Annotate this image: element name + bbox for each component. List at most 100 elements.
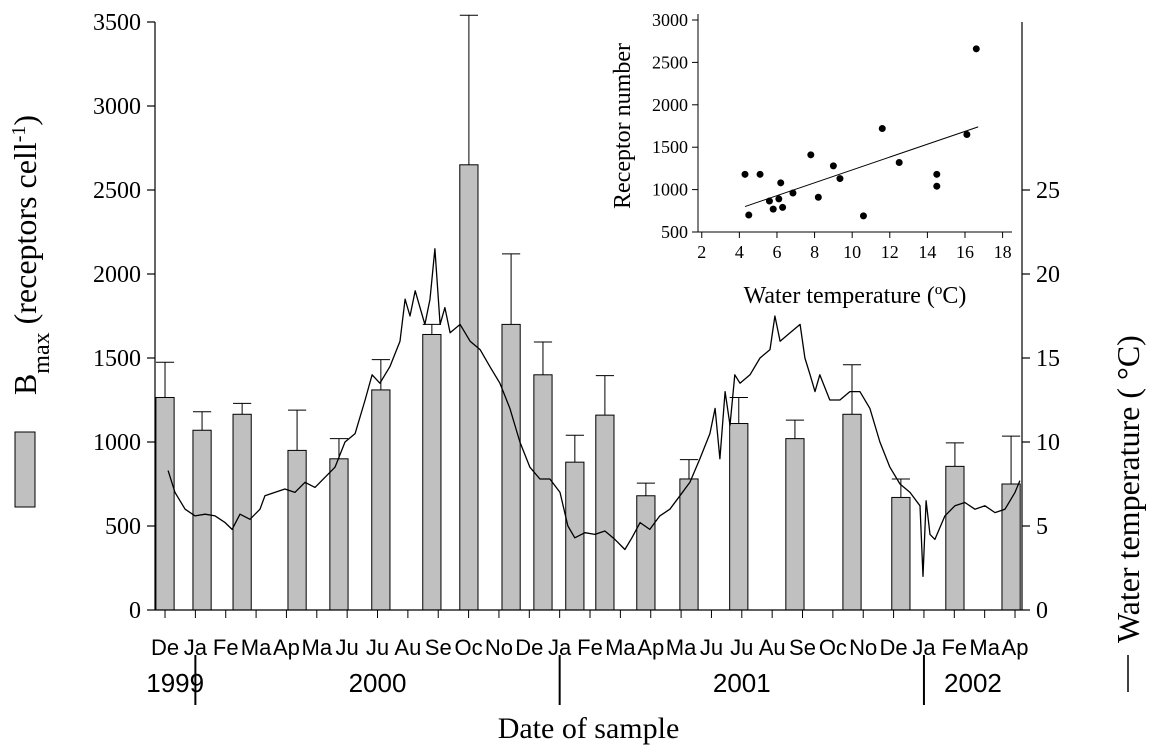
- y-axis-title-part: max: [29, 332, 55, 373]
- y-tick-label: 2000: [93, 262, 141, 288]
- inset-x-tick-label: 14: [918, 242, 936, 262]
- x-tick-label: Fe: [577, 635, 603, 660]
- x-tick-label: Ma: [666, 635, 697, 660]
- bar: [329, 458, 349, 611]
- error-bar: [565, 434, 584, 463]
- year-label: 2000: [349, 668, 407, 698]
- bar: [501, 323, 521, 611]
- x-tick-label: Fe: [941, 635, 967, 660]
- y-axis-title-part: (receptors cell: [7, 142, 43, 332]
- scatter-point: [933, 170, 941, 178]
- y2-tick-label: 0: [1036, 598, 1048, 624]
- bar: [1001, 483, 1021, 611]
- scatter-point: [972, 45, 980, 53]
- error-bar: [595, 375, 614, 416]
- y2-axis-title: Water temperature ( °C): [1110, 335, 1146, 643]
- inset-x-tick-label: 16: [956, 242, 974, 262]
- x-tick-label: Ju: [336, 635, 359, 660]
- y-tick-label: 1000: [93, 430, 141, 456]
- bar: [636, 495, 656, 611]
- bar: [565, 461, 585, 611]
- error-bar: [233, 402, 252, 415]
- inset-y-tick-label: 1500: [652, 137, 688, 157]
- x-tick-label: Oc: [455, 635, 483, 660]
- y-axis-title-part: ): [7, 115, 43, 126]
- x-tick-label: Se: [789, 635, 816, 660]
- inset-x-tick-label: 8: [810, 242, 819, 262]
- y-tick-label: 2500: [93, 178, 141, 204]
- y2-tick-label: 10: [1036, 430, 1060, 456]
- bar: [945, 465, 965, 611]
- scatter-point: [895, 158, 903, 166]
- y2-tick-label: 15: [1036, 346, 1060, 372]
- x-tick-label: De: [151, 635, 179, 660]
- y-tick-label: 3000: [93, 94, 141, 120]
- error-bar: [329, 438, 349, 459]
- error-bar: [1001, 435, 1021, 484]
- inset-y-tick-label: 500: [661, 222, 688, 242]
- x-tick-label: Fe: [213, 635, 239, 660]
- y-tick-label: 500: [105, 514, 141, 540]
- scatter-point: [769, 205, 777, 213]
- inset-x-tick-label: 4: [735, 242, 744, 262]
- x-tick-label: Oc: [819, 635, 847, 660]
- inset-y-tick-label: 2000: [652, 95, 688, 115]
- bar: [842, 413, 862, 611]
- inset-y-tick-label: 2500: [652, 52, 688, 72]
- x-tick-label: Ma: [969, 635, 1000, 660]
- scatter-point: [741, 170, 749, 178]
- error-bar: [422, 323, 441, 335]
- y-axis-title: Bmax (receptors cell-1): [7, 115, 55, 395]
- x-tick-label: Au: [759, 635, 786, 660]
- inset-x-tick-label: 18: [994, 242, 1012, 262]
- x-tick-label: Ju: [730, 635, 753, 660]
- x-tick-label: Se: [425, 635, 452, 660]
- bar: [192, 429, 212, 611]
- inset-y-tick-label: 3000: [652, 10, 688, 30]
- inset-x-axis-title: Water temperature (ºC): [744, 283, 967, 309]
- scatter-point: [775, 195, 783, 203]
- y-tick-label: 3500: [93, 10, 141, 36]
- y2-tick-label: 20: [1036, 262, 1060, 288]
- y-tick-label: 0: [129, 598, 141, 624]
- scatter-point: [745, 211, 753, 219]
- bar: [595, 414, 615, 611]
- error-bar: [945, 442, 965, 467]
- scatter-point: [779, 203, 787, 211]
- bar: [371, 389, 391, 611]
- year-label: 1999: [146, 668, 204, 698]
- x-tick-label: Ju: [700, 635, 723, 660]
- temperature-line: [167, 248, 1021, 578]
- scatter-point: [814, 193, 822, 201]
- error-bar: [679, 459, 699, 479]
- inset-x-tick-label: 2: [697, 242, 706, 262]
- scatter-point: [859, 212, 867, 220]
- scatter-point: [777, 179, 785, 187]
- inset-x-tick-label: 10: [843, 242, 861, 262]
- inset-x-tick-label: 12: [881, 242, 899, 262]
- x-tick-label: Ma: [302, 635, 333, 660]
- error-bar: [192, 411, 212, 431]
- bar: [785, 438, 805, 611]
- scatter-point: [765, 197, 773, 205]
- error-bar: [533, 341, 553, 375]
- x-tick-label: Ap: [273, 635, 300, 660]
- y-axis-title-part: B: [7, 374, 43, 395]
- scatter-point: [829, 162, 837, 170]
- x-tick-label: Ma: [605, 635, 636, 660]
- error-bar: [891, 478, 910, 498]
- error-bar: [636, 482, 655, 496]
- inset-x-tick-label: 6: [772, 242, 781, 262]
- y-tick-label: 1500: [93, 346, 141, 372]
- legend-bar-swatch: [14, 431, 36, 508]
- inset-y-tick-label: 1000: [652, 180, 688, 200]
- bar: [155, 396, 175, 611]
- bar: [533, 374, 553, 611]
- error-bar: [785, 419, 805, 439]
- error-bar: [155, 361, 175, 398]
- scatter-point: [933, 182, 941, 190]
- scatter-point: [789, 189, 797, 197]
- year-label: 2001: [713, 668, 771, 698]
- scatter-point: [963, 130, 971, 138]
